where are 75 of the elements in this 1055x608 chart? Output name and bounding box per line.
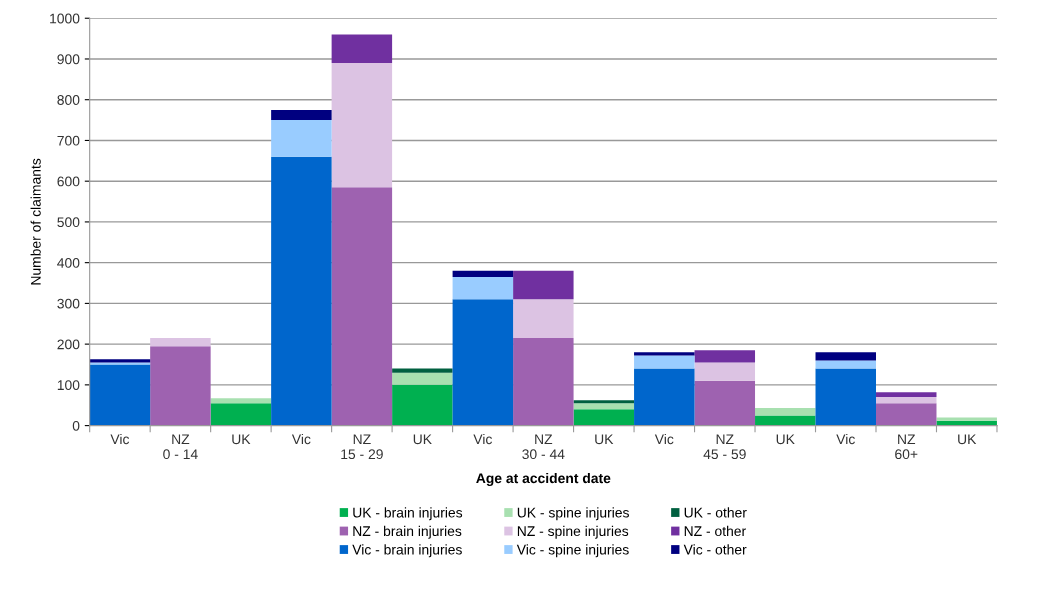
x-tick-label: Vic (654, 433, 674, 445)
bar (634, 368, 695, 426)
y-tick-label: 100 (57, 380, 80, 391)
bar (634, 352, 695, 356)
bar (573, 400, 635, 404)
y-tick-label: 700 (57, 135, 80, 146)
bar (815, 352, 876, 361)
x-tick-label: UK (413, 434, 432, 445)
legend-label: NZ - brain injuries (353, 525, 462, 539)
bar (755, 415, 816, 426)
x-tick-label: NZ 60+ (895, 434, 918, 460)
bar (513, 299, 574, 339)
bar (452, 276, 514, 300)
x-tick-label: UK (958, 434, 977, 445)
legend-label: NZ - spine injuries (517, 525, 629, 539)
x-tick-label: UK (232, 434, 251, 445)
bar (513, 338, 574, 426)
legend-label: Vic - spine injuries (516, 544, 629, 558)
bar (573, 409, 635, 426)
bar (452, 270, 514, 277)
bar (694, 380, 756, 426)
x-tick-label: NZ 0 - 14 (163, 434, 198, 460)
y-tick-label: 200 (57, 339, 80, 350)
y-tick-label: 500 (57, 217, 80, 228)
x-tick-label: NZ 45 - 59 (703, 434, 746, 460)
bar (150, 346, 211, 426)
legend-label: UK - other (684, 507, 747, 518)
x-tick-label: Vic (836, 433, 855, 445)
bar (392, 368, 453, 373)
bar (634, 355, 695, 369)
y-tick-label: 0 (72, 420, 80, 431)
y-tick-label: 800 (57, 95, 80, 105)
bar (876, 397, 937, 404)
legend-label: NZ - other (684, 525, 746, 537)
x-tick-label: UK (595, 434, 614, 445)
bar (694, 350, 756, 363)
bar (271, 109, 332, 121)
bar (452, 299, 514, 426)
bar (150, 338, 211, 347)
legend-label: Vic - brain injuries (352, 544, 462, 558)
bar (392, 372, 453, 385)
bar (210, 403, 272, 426)
x-tick-label: Vic (291, 433, 311, 445)
bar (89, 364, 151, 426)
bar (331, 187, 393, 426)
bar (271, 120, 332, 157)
legend-label: Vic - other (683, 544, 747, 555)
y-tick-label: 300 (57, 298, 80, 309)
bar (876, 403, 937, 426)
bar (694, 362, 756, 381)
legend-label: UK - brain injuries (353, 507, 463, 521)
y-tick-label: 900 (57, 54, 80, 65)
x-tick-label: UK (776, 434, 795, 445)
x-tick-label: NZ 15 - 29 (341, 434, 383, 460)
y-tick-label: 1000 (50, 13, 80, 24)
bar (876, 392, 937, 398)
bar (936, 417, 997, 421)
bar (513, 270, 574, 300)
bar (815, 368, 876, 426)
y-tick-label: 600 (57, 176, 80, 187)
x-tick-label: Vic (110, 433, 130, 445)
legend-label: UK - spine injuries (517, 507, 629, 521)
bar (331, 34, 393, 64)
bar (573, 403, 635, 410)
y-tick-label: 400 (57, 257, 80, 268)
x-tick-label: NZ 30 - 44 (522, 434, 565, 460)
bar (815, 360, 876, 369)
y-axis-title: Number of claimants (30, 158, 41, 285)
x-axis-title: Age at accident date (476, 472, 611, 486)
bar (392, 384, 453, 426)
x-tick-label: Vic (473, 433, 492, 445)
bar (210, 398, 272, 404)
bar (331, 63, 393, 188)
bar (271, 156, 332, 426)
bar (755, 408, 816, 416)
